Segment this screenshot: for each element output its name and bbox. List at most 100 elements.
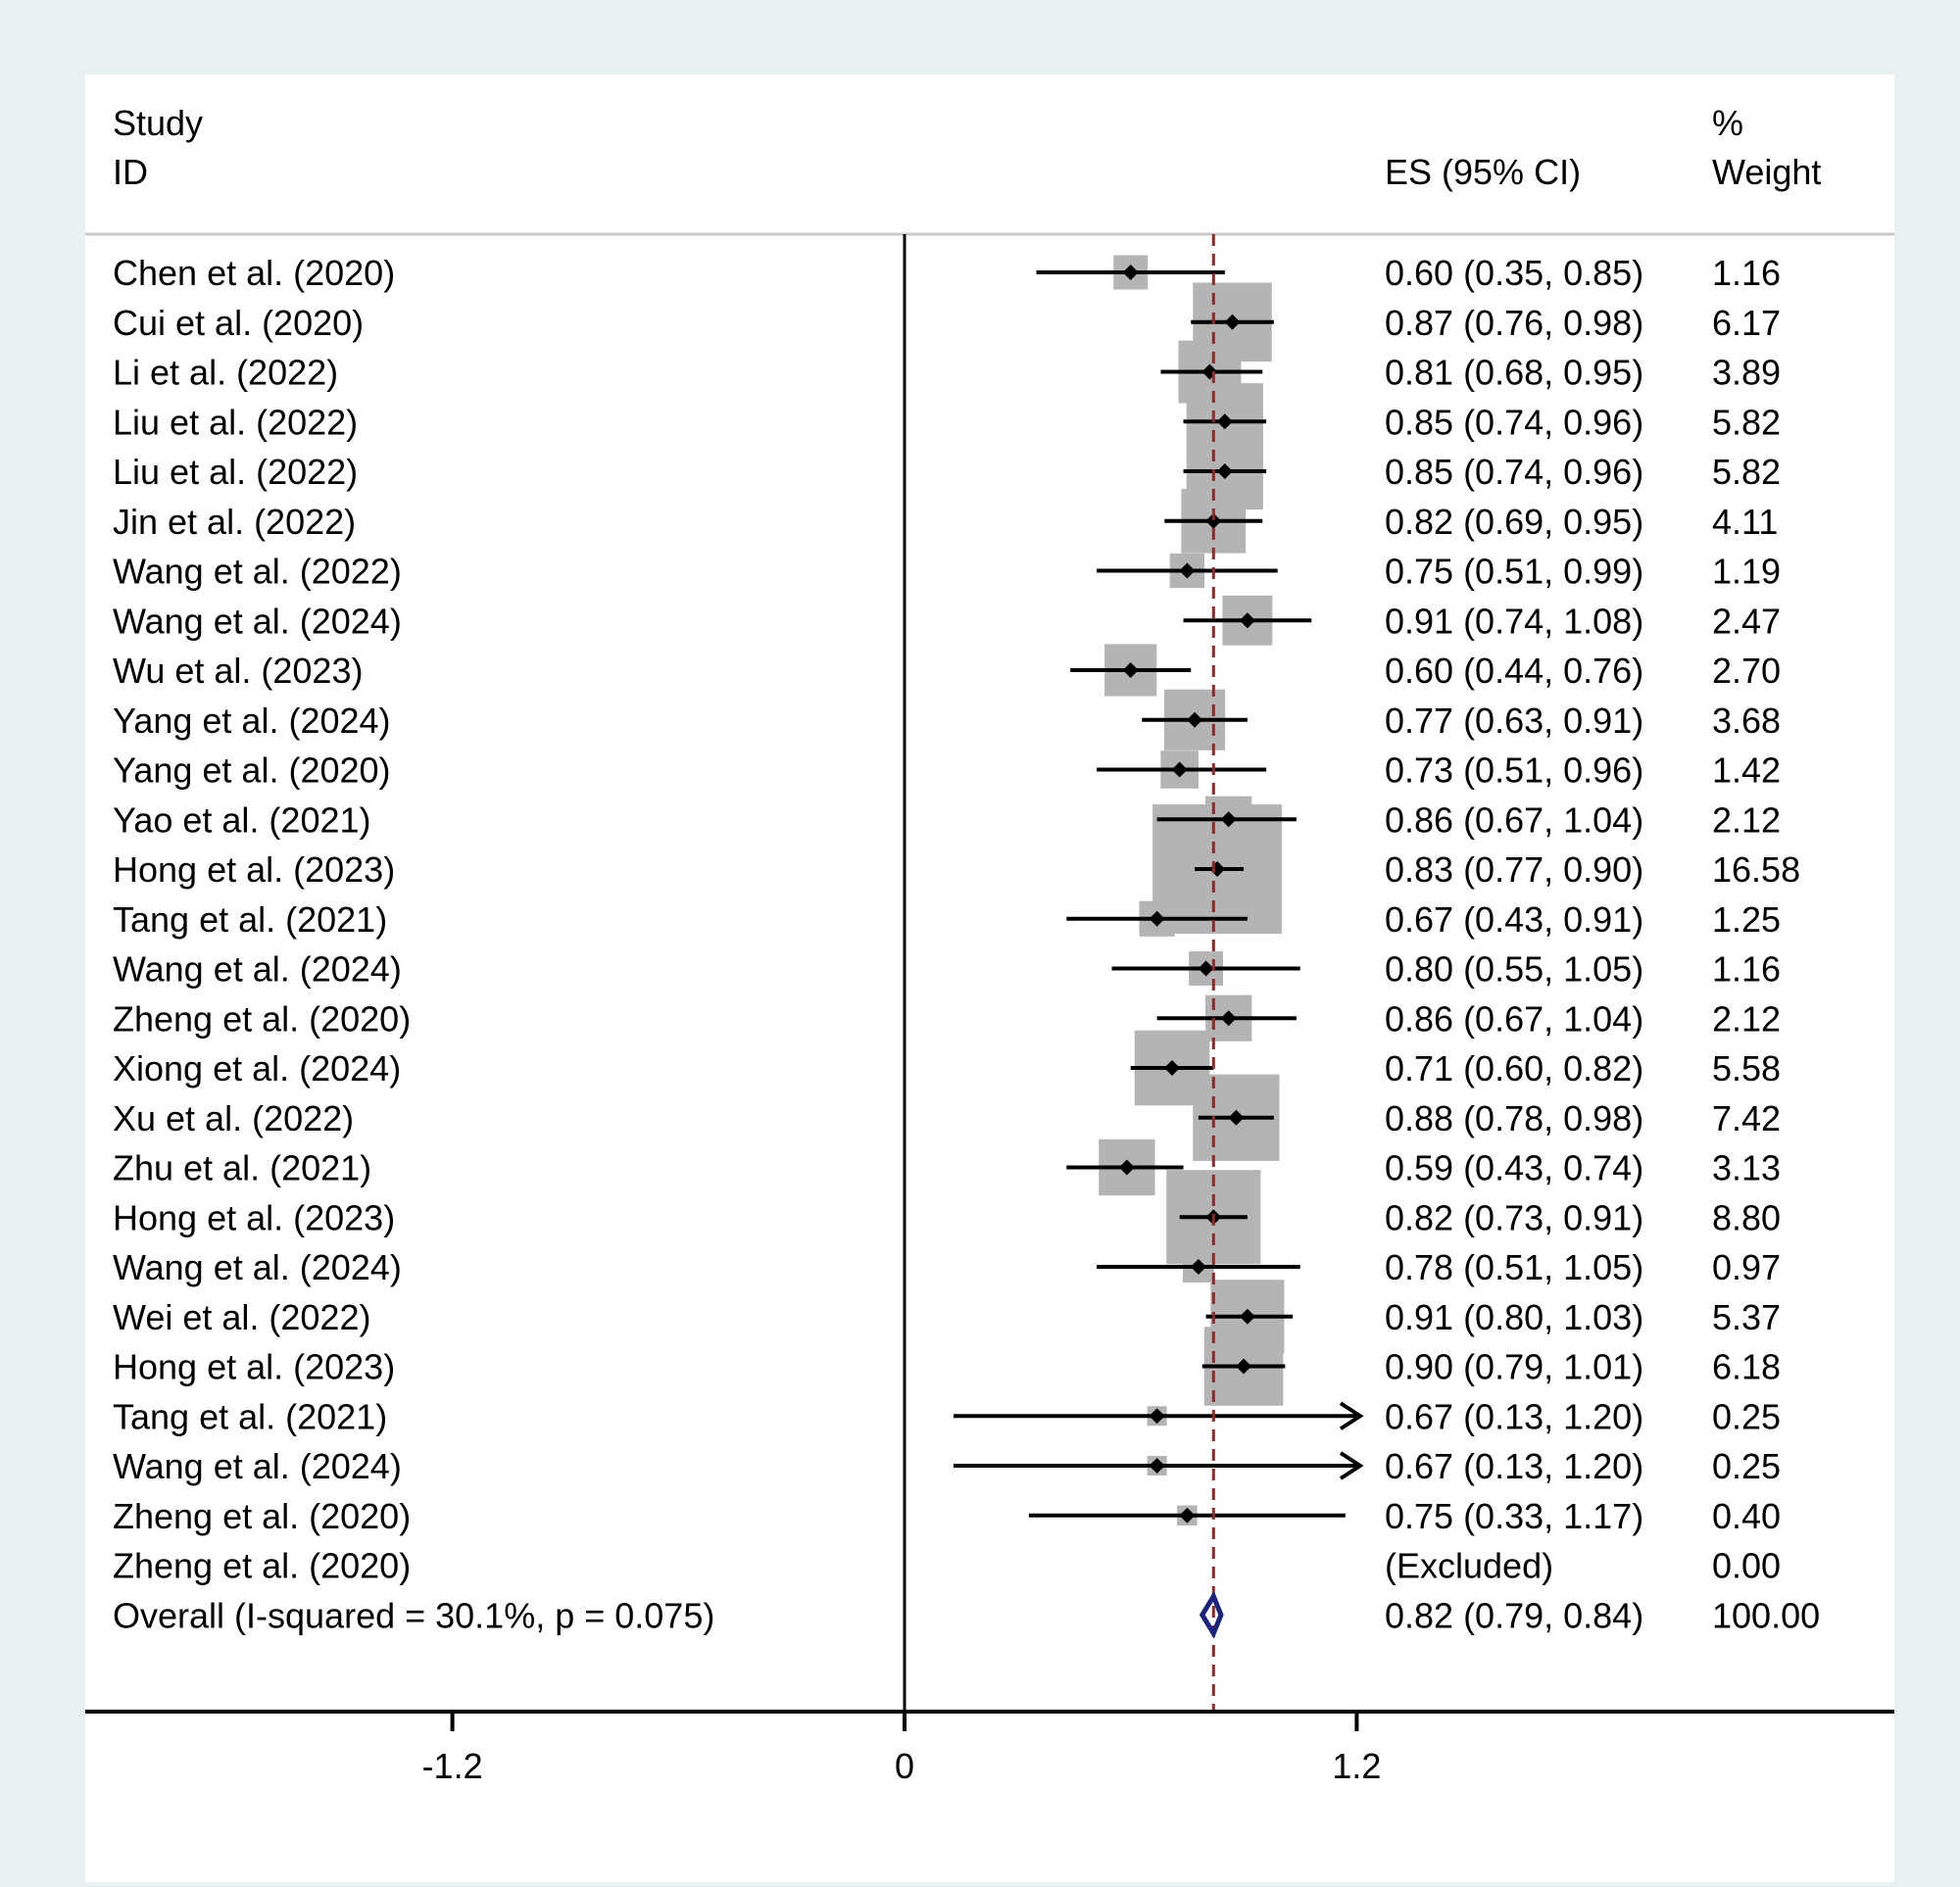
study-label: Zheng et al. (2020) xyxy=(113,1546,411,1586)
study-label: Tang et al. (2021) xyxy=(113,1396,387,1436)
study-label: Chen et al. (2020) xyxy=(113,253,395,293)
study-label: Zheng et al. (2020) xyxy=(113,998,411,1039)
study-rows: Chen et al. (2020) 0.60 (0.35, 0.85) 1.16 C… xyxy=(113,234,1820,1712)
study-ci-text: 0.60 (0.44, 0.76) xyxy=(1385,651,1643,691)
study-point-estimate xyxy=(1236,1358,1252,1375)
study-ci-text: 0.71 (0.60, 0.82) xyxy=(1385,1048,1643,1089)
study-label: Xu et al. (2022) xyxy=(113,1098,354,1138)
study-point-estimate xyxy=(1149,1458,1165,1474)
study-point-estimate xyxy=(1163,1060,1180,1076)
study-point-estimate xyxy=(1149,1408,1165,1425)
study-label: Liu et al. (2022) xyxy=(113,402,358,442)
study-ci-text: 0.81 (0.68, 0.95) xyxy=(1385,353,1643,393)
study-label: Yang et al. (2020) xyxy=(113,750,391,791)
study-weight-text: 16.58 xyxy=(1712,849,1800,890)
study-weight-text: 4.11 xyxy=(1712,502,1778,542)
study-weight-text: 2.47 xyxy=(1712,601,1781,641)
study-ci-text: 0.75 (0.51, 0.99) xyxy=(1385,552,1643,592)
study-weight-text: 3.68 xyxy=(1712,701,1781,741)
header-es: ES (95% CI) xyxy=(1385,152,1581,192)
study-label: Wu et al. (2023) xyxy=(113,651,363,691)
study-ci-text: 0.75 (0.33, 1.17) xyxy=(1385,1496,1643,1536)
study-ci-text: 0.78 (0.51, 1.05) xyxy=(1385,1247,1643,1287)
study-weight-text: 0.25 xyxy=(1712,1396,1781,1436)
study-ci-text: 0.91 (0.80, 1.03) xyxy=(1385,1297,1643,1337)
study-ci-text: 0.90 (0.79, 1.01) xyxy=(1385,1347,1643,1387)
header-study: Study xyxy=(113,103,203,143)
study-ci-text: 0.87 (0.76, 0.98) xyxy=(1385,303,1643,343)
study-point-estimate xyxy=(1179,562,1196,579)
study-ci-text: 0.67 (0.13, 1.20) xyxy=(1385,1396,1643,1436)
study-label: Liu et al. (2022) xyxy=(113,452,358,492)
ci-arrow-head xyxy=(1339,1401,1364,1430)
study-point-estimate xyxy=(1239,1308,1255,1325)
study-label: Tang et al. (2021) xyxy=(113,899,387,940)
study-ci-text: 0.60 (0.35, 0.85) xyxy=(1385,253,1643,293)
study-ci-text: 0.86 (0.67, 1.04) xyxy=(1385,998,1643,1039)
study-weight-text: 5.58 xyxy=(1712,1048,1781,1089)
x-tick-label: -1.2 xyxy=(422,1746,483,1786)
study-weight-text: 0.25 xyxy=(1712,1446,1781,1486)
study-point-estimate xyxy=(1224,314,1241,330)
study-weight-text: 3.89 xyxy=(1712,353,1781,393)
study-label: Li et al. (2022) xyxy=(113,353,338,393)
study-label: Wei et al. (2022) xyxy=(113,1297,370,1337)
study-point-estimate xyxy=(1216,463,1233,479)
study-ci-text: 0.67 (0.13, 1.20) xyxy=(1385,1446,1643,1486)
header-percent: % xyxy=(1712,103,1743,143)
study-point-estimate xyxy=(1171,761,1188,778)
study-ci-text: 0.83 (0.77, 0.90) xyxy=(1385,849,1643,890)
study-point-estimate xyxy=(1122,265,1139,280)
study-weight-text: 5.82 xyxy=(1712,402,1781,442)
study-weight-text: 1.19 xyxy=(1712,552,1781,592)
study-label: Hong et al. (2023) xyxy=(113,849,395,890)
study-ci-text: 0.82 (0.69, 0.95) xyxy=(1385,502,1643,542)
overall-label: Overall (I-squared = 30.1%, p = 0.075) xyxy=(113,1595,714,1635)
study-weight-text: 5.37 xyxy=(1712,1297,1781,1337)
study-weight-text: 1.25 xyxy=(1712,899,1781,940)
study-weight-text: 0.00 xyxy=(1712,1546,1781,1586)
study-label: Xiong et al. (2024) xyxy=(113,1048,401,1089)
study-label: Yao et al. (2021) xyxy=(113,799,371,840)
study-label: Cui et al. (2020) xyxy=(113,303,364,343)
study-label: Hong et al. (2023) xyxy=(113,1347,395,1387)
study-weight-text: 8.80 xyxy=(1712,1197,1781,1237)
study-label: Wang et al. (2024) xyxy=(113,1446,402,1486)
study-weight-text: 6.17 xyxy=(1712,303,1781,343)
study-point-estimate xyxy=(1220,811,1237,828)
study-point-estimate xyxy=(1216,413,1233,430)
ci-lines xyxy=(953,265,1364,1524)
x-axis: -1.2 0 1.2 xyxy=(85,1710,1894,1786)
study-ci-text: 0.88 (0.78, 0.98) xyxy=(1385,1098,1643,1138)
x-tick-label: 1.2 xyxy=(1332,1746,1381,1786)
study-label: Yang et al. (2024) xyxy=(113,701,391,741)
study-label: Wang et al. (2024) xyxy=(113,1247,402,1287)
study-label: Wang et al. (2022) xyxy=(113,552,402,592)
study-point-estimate xyxy=(1220,1010,1237,1027)
study-weight-text: 2.12 xyxy=(1712,799,1781,840)
study-label: Zhu et al. (2021) xyxy=(113,1148,371,1188)
study-weight-text: 1.42 xyxy=(1712,750,1781,791)
study-ci-text: 0.77 (0.63, 0.91) xyxy=(1385,701,1643,741)
study-label: Wang et al. (2024) xyxy=(113,949,402,990)
study-point-estimate xyxy=(1239,612,1255,629)
x-tick-label: 0 xyxy=(895,1746,914,1786)
study-point-estimate xyxy=(1205,512,1222,529)
study-ci-text: 0.85 (0.74, 0.96) xyxy=(1385,452,1643,492)
study-label: Hong et al. (2023) xyxy=(113,1197,395,1237)
overall-ci-text: 0.82 (0.79, 0.84) xyxy=(1385,1595,1643,1635)
study-weight-text: 1.16 xyxy=(1712,253,1781,293)
study-ci-text: 0.73 (0.51, 0.96) xyxy=(1385,750,1643,791)
header-id: ID xyxy=(113,152,148,192)
study-weight-text: 2.12 xyxy=(1712,998,1781,1039)
study-ci-text: 0.67 (0.43, 0.91) xyxy=(1385,899,1643,940)
study-ci-text: 0.59 (0.43, 0.74) xyxy=(1385,1148,1643,1188)
study-point-estimate xyxy=(1122,662,1139,678)
study-weight-text: 1.16 xyxy=(1712,949,1781,990)
study-ci-text: 0.85 (0.74, 0.96) xyxy=(1385,402,1643,442)
study-label: Jin et al. (2022) xyxy=(113,502,356,542)
study-weight-text: 5.82 xyxy=(1712,452,1781,492)
study-weight-text: 0.97 xyxy=(1712,1247,1781,1287)
